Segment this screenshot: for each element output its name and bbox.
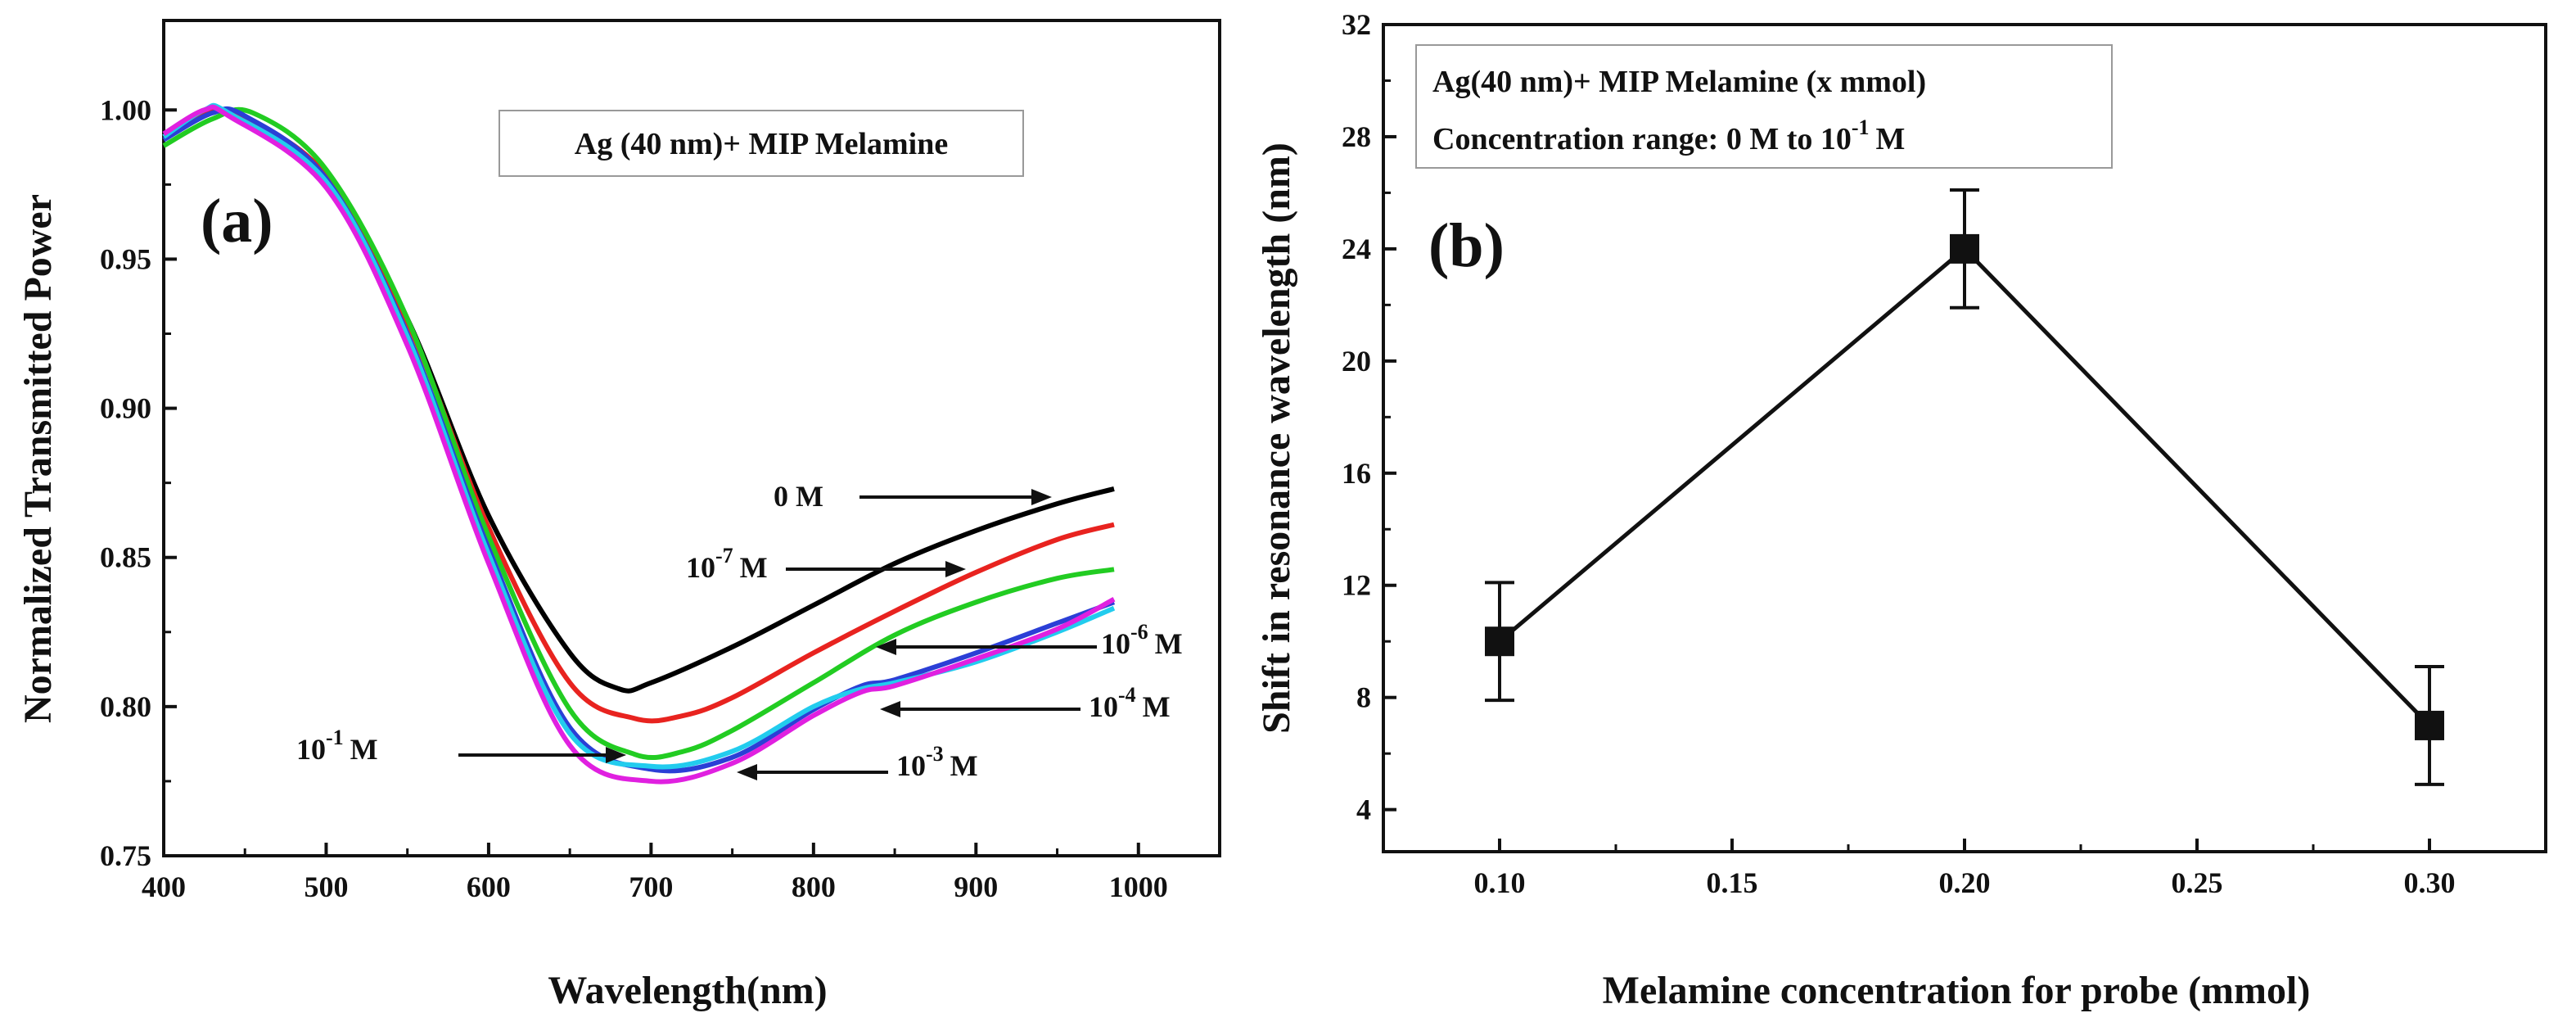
panel-b-legend: Ag(40 nm)+ MIP Melamine (x mmol) Concent… [1415,44,2113,169]
panel-b-x-tick-label: 0.15 [1707,866,1758,899]
panel-b-x-axis-title: Melamine concentration for probe (mmol) [1603,969,2311,1012]
panel-a-x-tick-label: 800 [792,871,836,903]
annotation-1e-3M: 10-3 M [737,742,978,782]
panel-b-y-ticks: 4 8 12 16 20 24 28 32 [1342,8,1396,826]
annotation-1e-6M-arrowhead [876,639,896,655]
panel-b-y-tick-label: 32 [1342,8,1371,41]
panel-a-legend-box [499,110,1024,177]
panel-a-x-ticks: 400 500 600 700 800 900 1000 [142,843,1168,903]
annotation-1e-6M-label: 10-6 M [1101,620,1183,660]
panel-a-y-tick-label: 0.85 [100,541,151,574]
annotation-1e-7M: 10-7 M [686,544,966,584]
panel-a-x-tick-label: 500 [304,871,348,903]
panel-a-series-line-4 [162,102,1116,770]
annotation-0M: 0 M [774,480,1052,513]
panel-a-label: (a) [201,187,273,256]
annotation-1e-3M-arrowhead [737,764,757,780]
panel-b: 0.10 0.15 0.20 0.25 0.30 4 8 12 16 20 24 28 32 Mela… [1255,8,2547,1012]
panel-a-y-tick-label: 0.80 [100,690,151,723]
panel-a-x-tick-label: 600 [467,871,511,903]
annotation-1e-3M-label: 10-3 M [896,742,978,782]
panel-b-series [1485,188,2444,786]
panel-a-series-line-1 [162,108,1115,724]
panel-b-legend-box [1415,44,2113,169]
panel-a-y-ticks: 0.75 0.80 0.85 0.90 0.95 1.00 [100,93,177,872]
panel-a-series-line-5 [162,104,1116,785]
panel-a-legend: Ag (40 nm)+ MIP Melamine [499,110,1024,177]
panel-b-x-tick-label: 0.10 [1474,866,1526,899]
panel-b-label: (b) [1428,211,1505,280]
annotation-0M-label: 0 M [774,480,823,513]
panel-b-y-tick-label: 12 [1342,569,1371,602]
panel-b-x-ticks: 0.10 0.15 0.20 0.25 0.30 [1474,839,2456,899]
annotation-1e-7M-arrowhead [945,561,966,577]
panel-a-y-tick-label: 0.95 [100,242,151,275]
panel-a-series-line-2 [162,106,1115,761]
panel-a-series-line-3 [162,106,1116,774]
panel-b-legend-line2: Concentration range: 0 M to 10-1 M [1432,115,1905,156]
annotation-1e-7M-label: 10-7 M [686,544,768,584]
panel-b-series-line [1498,246,2431,727]
panel-b-legend-line1: Ag(40 nm)+ MIP Melamine (x mmol) [1432,65,1926,99]
panel-a-y-tick-label: 1.00 [100,93,151,126]
panel-a-x-tick-label: 400 [142,871,186,903]
panel-b-data-point [1485,626,1514,657]
panel-a-x-axis-title: Wavelength(nm) [548,969,827,1012]
panel-a-y-tick-label: 0.90 [100,392,151,425]
panel-b-x-tick-label: 0.25 [2172,866,2223,899]
panel-a-y-tick-label: 0.75 [100,839,151,872]
annotation-1e-4M: 10-4 M [880,683,1171,723]
panel-a-y-axis-title: Normalized Transmitted Power [16,194,60,723]
panel-b-data-point [1950,233,1979,264]
panel-b-y-tick-label: 8 [1356,681,1371,714]
panel-b-y-tick-label: 24 [1342,233,1371,265]
panel-b-y-tick-label: 4 [1356,794,1371,826]
panel-b-y-tick-label: 28 [1342,120,1371,153]
panel-a-plot-frame [162,19,1221,857]
annotation-0M-arrowhead [1031,489,1052,505]
annotation-1e-4M-arrowhead [880,701,900,717]
panel-b-data-point [2415,710,2444,740]
panel-a-x-tick-label: 700 [629,871,673,903]
panel-a-series [162,102,1116,785]
panel-a: 400 500 600 700 800 900 1000 0.750.800.850.900… [16,19,1221,1012]
panel-b-y-tick-label: 16 [1342,457,1371,490]
panel-b-y-axis-title: Shift in resonance wavelength (nm) [1255,142,1298,734]
panel-a-x-tick-label: 900 [954,871,998,903]
annotation-1e-1M: 10-1 M [296,726,626,766]
annotation-1e-6M: 10-6 M [876,620,1183,660]
panel-b-y-tick-label: 20 [1342,345,1371,378]
panel-b-x-tick-label: 0.20 [1939,866,1991,899]
annotation-1e-1M-arrowhead [606,747,626,763]
annotation-1e-1M-label: 10-1 M [296,726,378,766]
annotation-1e-4M-label: 10-4 M [1089,683,1171,723]
panel-a-x-tick-label: 1000 [1109,871,1168,903]
panel-b-x-tick-label: 0.30 [2404,866,2456,899]
panel-a-legend-text: Ag (40 nm)+ MIP Melamine [575,127,948,161]
